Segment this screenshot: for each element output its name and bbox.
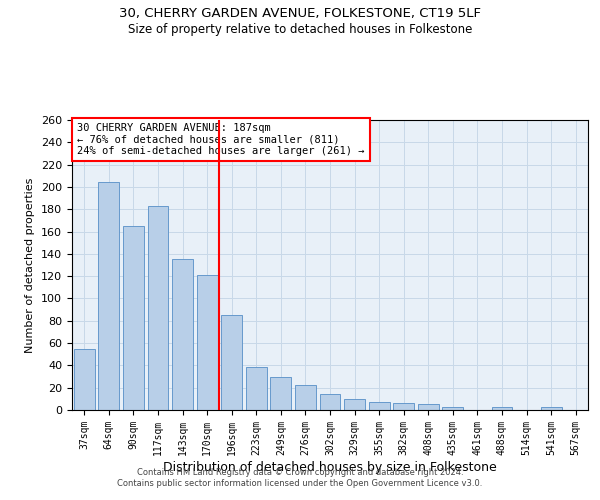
- Bar: [148, 206, 169, 410]
- Text: Contains HM Land Registry data © Crown copyright and database right 2024.
Contai: Contains HM Land Registry data © Crown c…: [118, 468, 482, 487]
- Bar: [271, 376, 292, 410]
- Bar: [98, 182, 119, 410]
- Bar: [197, 275, 218, 410]
- Text: 30, CHERRY GARDEN AVENUE, FOLKESTONE, CT19 5LF: 30, CHERRY GARDEN AVENUE, FOLKESTONE, CT…: [119, 8, 481, 20]
- Bar: [393, 404, 414, 410]
- Bar: [123, 226, 144, 410]
- Bar: [491, 406, 512, 410]
- Bar: [418, 404, 439, 410]
- X-axis label: Distribution of detached houses by size in Folkestone: Distribution of detached houses by size …: [163, 460, 497, 473]
- Bar: [320, 394, 340, 410]
- Bar: [221, 315, 242, 410]
- Bar: [246, 366, 267, 410]
- Bar: [74, 348, 95, 410]
- Bar: [541, 406, 562, 410]
- Y-axis label: Number of detached properties: Number of detached properties: [25, 178, 35, 352]
- Bar: [368, 402, 389, 410]
- Text: 30 CHERRY GARDEN AVENUE: 187sqm
← 76% of detached houses are smaller (811)
24% o: 30 CHERRY GARDEN AVENUE: 187sqm ← 76% of…: [77, 123, 365, 156]
- Bar: [295, 386, 316, 410]
- Text: Size of property relative to detached houses in Folkestone: Size of property relative to detached ho…: [128, 22, 472, 36]
- Bar: [344, 399, 365, 410]
- Bar: [442, 406, 463, 410]
- Bar: [172, 260, 193, 410]
